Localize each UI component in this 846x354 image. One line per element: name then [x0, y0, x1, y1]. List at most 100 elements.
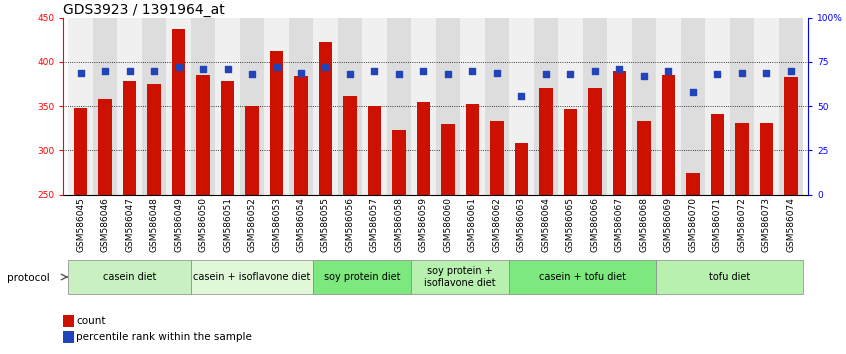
Bar	[534, 18, 558, 195]
Bar	[784, 77, 798, 195]
Point	[662, 68, 675, 74]
Point	[245, 72, 259, 77]
Bar	[393, 130, 406, 195]
Text: tofu diet: tofu diet	[709, 272, 750, 282]
Point	[294, 70, 308, 75]
Text: casein + tofu diet: casein + tofu diet	[539, 272, 626, 282]
Point	[417, 68, 431, 74]
Bar	[245, 106, 259, 195]
Bar	[368, 106, 382, 195]
Bar	[191, 18, 215, 195]
Bar	[288, 18, 313, 195]
Point	[147, 68, 161, 74]
Bar	[362, 18, 387, 195]
Bar	[69, 18, 93, 195]
Bar	[264, 18, 288, 195]
Point	[74, 70, 87, 75]
Point	[441, 72, 454, 77]
Bar	[442, 124, 454, 195]
Bar	[270, 51, 283, 195]
Point	[563, 72, 577, 77]
Bar	[563, 109, 577, 195]
FancyBboxPatch shape	[656, 260, 803, 294]
Bar	[662, 75, 675, 195]
Bar	[558, 18, 583, 195]
Bar	[613, 71, 626, 195]
Point	[319, 64, 332, 70]
Point	[539, 72, 552, 77]
Bar	[142, 18, 167, 195]
Bar	[711, 114, 724, 195]
Text: count: count	[76, 316, 106, 326]
Point	[514, 93, 528, 98]
Bar	[319, 42, 332, 195]
Bar	[294, 76, 308, 195]
FancyBboxPatch shape	[411, 260, 509, 294]
Bar	[118, 18, 142, 195]
Bar	[778, 18, 803, 195]
Bar	[74, 108, 87, 195]
Text: protocol: protocol	[7, 273, 50, 283]
Bar	[196, 75, 210, 195]
Bar	[509, 18, 534, 195]
Bar	[637, 121, 651, 195]
Text: soy protein +
isoflavone diet: soy protein + isoflavone diet	[425, 266, 496, 288]
Point	[172, 64, 185, 70]
Point	[270, 64, 283, 70]
FancyBboxPatch shape	[313, 260, 411, 294]
Text: casein + isoflavone diet: casein + isoflavone diet	[194, 272, 310, 282]
Bar	[147, 84, 161, 195]
Bar	[239, 18, 264, 195]
Bar	[754, 18, 778, 195]
Bar	[680, 18, 705, 195]
Bar	[729, 18, 754, 195]
Point	[637, 73, 651, 79]
Point	[588, 68, 602, 74]
Text: soy protein diet: soy protein diet	[324, 272, 400, 282]
Point	[393, 72, 406, 77]
Point	[343, 72, 357, 77]
Point	[760, 70, 773, 75]
Point	[98, 68, 112, 74]
Text: GDS3923 / 1391964_at: GDS3923 / 1391964_at	[63, 3, 225, 17]
Bar	[387, 18, 411, 195]
Bar	[313, 18, 338, 195]
Bar	[588, 88, 602, 195]
Point	[490, 70, 503, 75]
Bar	[607, 18, 632, 195]
Bar	[583, 18, 607, 195]
Bar	[411, 18, 436, 195]
Point	[465, 68, 479, 74]
FancyBboxPatch shape	[69, 260, 191, 294]
FancyBboxPatch shape	[191, 260, 313, 294]
Point	[368, 68, 382, 74]
Bar	[417, 102, 430, 195]
Bar	[172, 29, 185, 195]
Bar	[215, 18, 239, 195]
Bar	[656, 18, 680, 195]
Text: percentile rank within the sample: percentile rank within the sample	[76, 332, 252, 342]
Point	[711, 72, 724, 77]
Point	[123, 68, 136, 74]
Bar	[490, 121, 503, 195]
Bar	[460, 18, 485, 195]
Bar	[338, 18, 362, 195]
Bar	[221, 81, 234, 195]
Point	[784, 68, 798, 74]
Bar	[436, 18, 460, 195]
Bar	[705, 18, 729, 195]
Bar	[514, 143, 528, 195]
FancyBboxPatch shape	[509, 260, 656, 294]
Bar	[93, 18, 118, 195]
Bar	[123, 81, 136, 195]
Bar	[485, 18, 509, 195]
Bar	[735, 123, 749, 195]
Bar	[686, 173, 700, 195]
Point	[613, 66, 626, 72]
Point	[221, 66, 234, 72]
Bar	[167, 18, 191, 195]
Point	[735, 70, 749, 75]
Point	[686, 89, 700, 95]
Bar	[632, 18, 656, 195]
Bar	[760, 123, 773, 195]
